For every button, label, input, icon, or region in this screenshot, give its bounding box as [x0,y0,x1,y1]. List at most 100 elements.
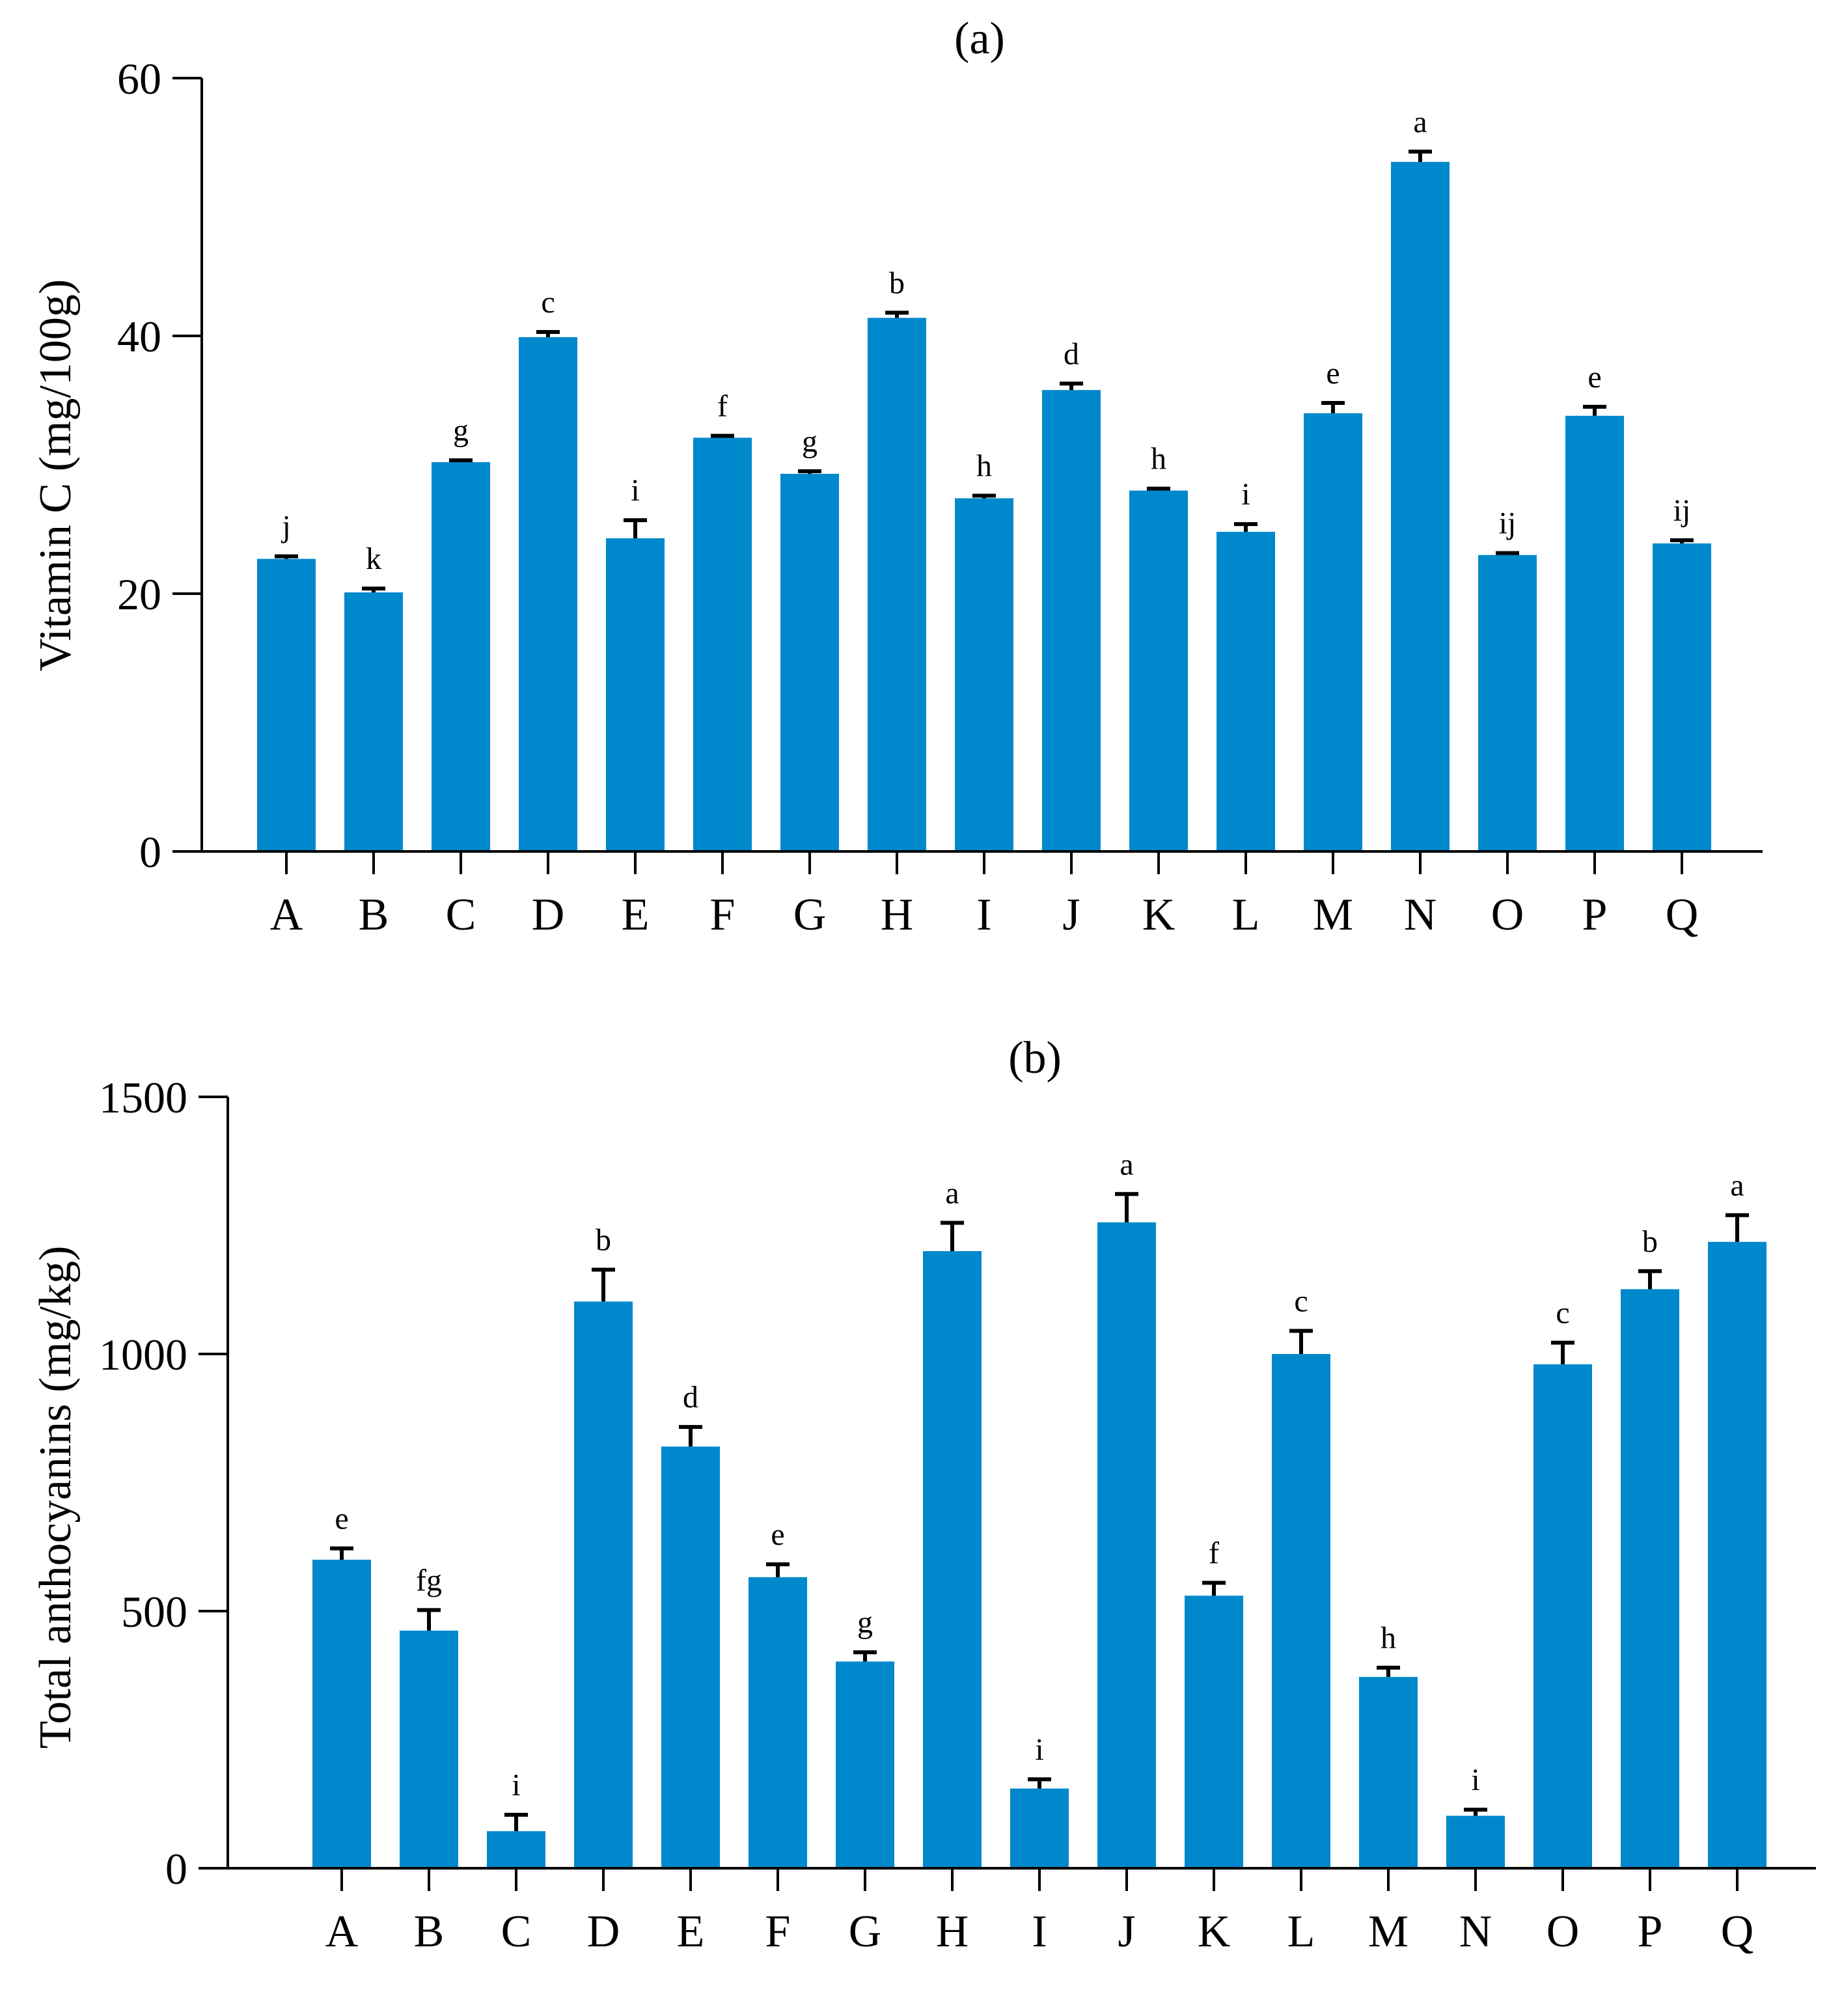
x-tick-label-C: C [446,890,476,940]
significance-label-B: k [366,542,381,576]
bar-C [487,1831,545,1868]
significance-label-E: i [631,473,639,508]
y-tick-label: 500 [121,1587,187,1636]
bar-P [1565,415,1624,851]
bar-I [955,498,1013,851]
x-tick-label-D: D [532,890,565,940]
significance-label-M: e [1326,356,1340,391]
x-tick-label-E: E [622,890,650,940]
x-tick-label-E: E [677,1907,705,1957]
bar-B [400,1631,458,1868]
significance-label-O: c [1556,1296,1569,1331]
bar-J [1042,390,1101,851]
x-tick-label-J: J [1062,890,1080,940]
bar-B [344,592,403,851]
bar-O [1478,555,1537,851]
y-tick-label: 40 [117,312,161,361]
significance-label-N: i [1471,1763,1479,1797]
bar-L [1272,1354,1330,1868]
bar-H [868,318,926,851]
bar-E [606,538,665,851]
significance-label-J: d [1064,337,1079,371]
x-tick-label-F: F [710,890,735,940]
y-tick-label: 20 [117,570,161,619]
x-tick-label-F: F [765,1907,791,1957]
bar-G [836,1661,894,1868]
bar-F [749,1577,807,1868]
significance-label-A: e [335,1502,348,1536]
significance-label-B: fg [416,1563,442,1597]
significance-label-L: c [1294,1284,1308,1318]
significance-label-O: ij [1499,506,1517,541]
significance-label-G: g [802,424,818,459]
bar-K [1185,1595,1243,1868]
bar-Q [1653,543,1711,851]
bar-H [923,1251,982,1868]
bar-Q [1708,1241,1766,1868]
bar-D [574,1301,633,1868]
significance-label-J: a [1120,1147,1133,1181]
x-tick-label-N: N [1404,890,1437,940]
x-tick-label-L: L [1232,890,1260,940]
x-tick-label-O: O [1491,890,1524,940]
chart-title: (b) [1008,1033,1062,1083]
bar-M [1304,413,1362,851]
x-tick-label-D: D [587,1907,620,1957]
y-tick-label: 0 [165,1844,187,1894]
bar-A [312,1560,371,1868]
significance-label-P: e [1588,360,1601,394]
bar-K [1129,490,1188,851]
bar-I [1010,1788,1069,1868]
significance-label-I: i [1035,1732,1043,1767]
bar-J [1097,1222,1156,1868]
significance-label-P: b [1642,1224,1658,1259]
bar-G [780,473,839,851]
significance-label-N: a [1413,105,1427,139]
x-tick-label-P: P [1638,1907,1663,1957]
significance-label-Q: a [1730,1168,1744,1203]
significance-label-K: f [1209,1536,1219,1571]
significance-label-Q: ij [1673,493,1691,528]
x-tick-label-Q: Q [1666,890,1699,940]
x-tick-label-G: G [793,890,827,940]
x-tick-label-H: H [936,1907,969,1957]
x-tick-label-I: I [976,890,991,940]
significance-label-F: e [771,1517,784,1552]
y-axis-label: Total anthocyanins (mg/kg) [31,1246,81,1749]
significance-label-D: b [596,1222,611,1257]
chart-anthocyanins: (b) Total anthocyanins (mg/kg) e fg i b d e g a i a… [31,1033,1816,1957]
significance-label-M: h [1381,1621,1396,1655]
x-tick-label-K: K [1198,1907,1231,1957]
bar-L [1217,531,1275,851]
significance-label-E: d [683,1380,698,1415]
x-tick-label-M: M [1368,1907,1409,1957]
significance-label-K: h [1151,442,1166,476]
bar-O [1533,1364,1592,1868]
y-tick-label: 1500 [99,1073,187,1122]
bar-C [432,462,490,851]
x-tick-label-B: B [414,1907,445,1957]
bar-M [1359,1677,1418,1868]
significance-label-A: j [281,510,290,544]
chart-title: (a) [954,14,1005,64]
x-tick-label-O: O [1546,1907,1580,1957]
x-tick-label-L: L [1287,1907,1315,1957]
bar-D [519,337,577,851]
x-tick-label-C: C [501,1907,532,1957]
y-tick-label: 60 [117,54,161,104]
bar-E [661,1446,720,1868]
bar-P [1621,1289,1679,1868]
x-tick-label-K: K [1142,890,1175,940]
x-tick-label-G: G [849,1907,882,1957]
significance-label-F: f [717,389,728,423]
bar-N [1391,161,1450,852]
bar-F [693,437,752,851]
x-tick-label-H: H [881,890,914,940]
y-axis-label: Vitamin C (mg/100g) [31,279,81,671]
x-tick-label-A: A [270,890,303,940]
x-tick-label-Q: Q [1721,1907,1754,1957]
significance-label-I: h [976,449,992,484]
significance-label-C: g [453,413,469,448]
bar-N [1446,1816,1505,1868]
